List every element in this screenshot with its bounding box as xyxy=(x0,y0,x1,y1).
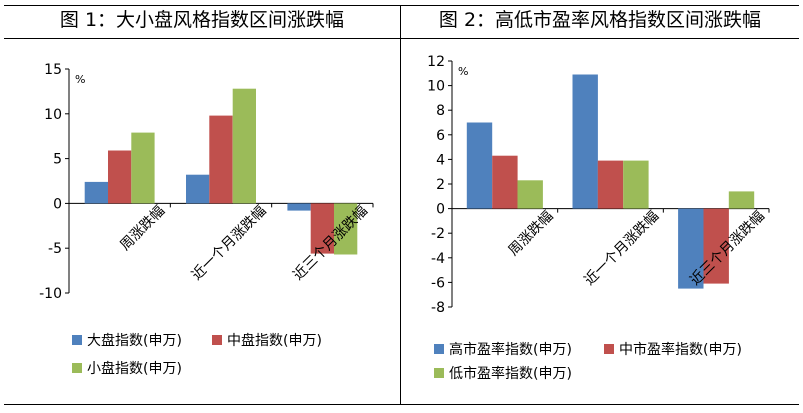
chart-1-y-tick-label: -5 xyxy=(48,241,62,257)
chart-2-bar xyxy=(466,122,493,209)
chart-2-legend-label: 高市盈率指数(申万) xyxy=(449,341,572,358)
chart-1-bar xyxy=(287,203,311,211)
chart-2-bar xyxy=(623,160,649,209)
chart-1-y-tick-label: 10 xyxy=(44,107,62,123)
frame-bottom-border xyxy=(4,404,799,405)
chart-1-legend-swatch xyxy=(72,363,82,373)
chart-2-y-tick-label: -6 xyxy=(431,275,445,291)
chart-2-y-tick-label: 4 xyxy=(436,152,445,168)
chart-1-unit-label: % xyxy=(75,73,85,86)
chart-2-y-tick-label: -4 xyxy=(431,251,445,267)
chart-2-legend-swatch xyxy=(604,344,614,354)
chart-1-bar xyxy=(186,174,210,204)
title-separator xyxy=(4,38,799,39)
chart-2-y-tick-label: 6 xyxy=(436,128,445,144)
chart-1-legend-swatch xyxy=(72,335,82,345)
chart-1-legend-label: 中盘指数(申万) xyxy=(227,332,322,349)
chart-1-bar xyxy=(108,150,132,204)
chart-2-bar xyxy=(492,155,518,209)
chart-2-legend-label: 低市盈率指数(申万) xyxy=(449,365,572,382)
chart-1-bar xyxy=(334,203,358,255)
chart-1-bar xyxy=(84,181,108,204)
chart-2-y-tick-label: 0 xyxy=(436,202,445,218)
chart-2-bar xyxy=(703,208,729,284)
frame-top-border xyxy=(4,5,799,6)
chart-2-legend-swatch xyxy=(434,368,444,378)
chart-1-bar xyxy=(209,115,233,204)
chart-2-legend-label: 中市盈率指数(申万) xyxy=(619,341,742,358)
chart-1-y-tick-label: 0 xyxy=(53,196,62,212)
chart-2-y-tick-label: 12 xyxy=(427,54,445,70)
chart-2-bar xyxy=(597,160,624,209)
chart-2-bar xyxy=(517,180,543,209)
chart-1-legend-label: 小盘指数(申万) xyxy=(87,360,182,377)
chart-1-legend-swatch xyxy=(212,335,222,345)
chart-2-title: 图 2：高低市盈率风格指数区间涨跌幅 xyxy=(438,9,762,31)
chart-1-title: 图 1：大小盘风格指数区间涨跌幅 xyxy=(59,9,345,31)
chart-2-bar xyxy=(572,74,598,209)
chart-1-y-tick-label: 15 xyxy=(44,62,62,78)
chart-1-bar xyxy=(310,203,334,254)
chart-2-legend-swatch xyxy=(434,344,444,354)
chart-1-category-label: 周涨跌幅 xyxy=(117,203,168,254)
chart-2-category-label: 周涨跌幅 xyxy=(506,208,557,259)
chart-2-y-tick-label: 8 xyxy=(436,103,445,119)
chart-1-bar xyxy=(232,88,256,204)
chart-2-category-label: 近一个月涨跌幅 xyxy=(582,208,663,289)
chart-2-y-tick-label: -8 xyxy=(431,300,445,316)
chart-2-y-tick-label: 2 xyxy=(436,177,445,193)
chart-2-bar xyxy=(728,191,755,209)
chart-1-legend-label: 大盘指数(申万) xyxy=(87,332,182,349)
chart-1-y-tick-label: -10 xyxy=(39,286,62,302)
chart-1-y-tick-label: 5 xyxy=(53,152,62,168)
chart-1-category-label: 近一个月涨跌幅 xyxy=(189,203,270,284)
chart-2-bar xyxy=(678,208,704,289)
panel-divider xyxy=(400,5,401,405)
chart-2-y-tick-label: 10 xyxy=(427,79,445,95)
chart-2-y-tick-label: -2 xyxy=(431,226,445,242)
chart-1-bar xyxy=(131,132,155,204)
chart-2-unit-label: % xyxy=(458,65,468,78)
